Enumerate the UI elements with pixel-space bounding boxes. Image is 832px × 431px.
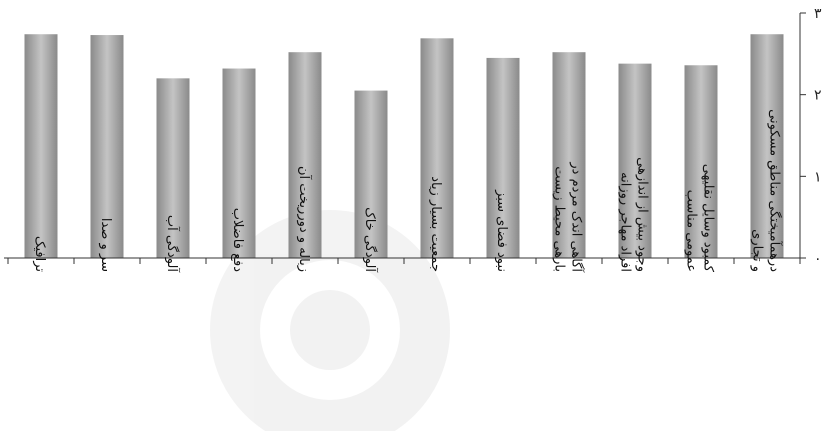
category-label: سر و صدا [98, 218, 113, 272]
bar [24, 34, 58, 258]
bar [552, 52, 586, 259]
bar [354, 90, 388, 258]
category-label: ترافیک [32, 236, 47, 273]
category-label: کمبود وسایل نقلیهیعمومی مناسب [684, 164, 716, 273]
y-axis: ۰ ۱ ۲ ۳ [799, 6, 822, 267]
category-label: زباله و دورریخت آن [296, 166, 313, 272]
bar [222, 68, 256, 259]
x-axis [4, 257, 801, 264]
bar [618, 63, 652, 259]
watermark [210, 210, 450, 431]
bar [156, 78, 190, 258]
y-tick-label: ۳ [814, 6, 822, 22]
bar [420, 38, 454, 258]
category-label: دفع فاضلاب [230, 208, 245, 272]
bar [486, 57, 520, 258]
bar [750, 34, 784, 258]
category-label: وجود بیش از اندازهیافراد مهاجر روزانه [618, 157, 650, 272]
y-tick-label: ۰ [814, 251, 822, 267]
category-label: درهمآمیختگی مناطق مسکونیو تجاری [750, 109, 784, 272]
category-label: آگاهی اندک مردم دربارهی محیط زیست [552, 161, 586, 273]
bar [90, 35, 124, 258]
category-label: جمعیت بسیار زیاد [428, 176, 443, 272]
y-tick-label: ۱ [814, 169, 822, 185]
category-labels: ترافیک سر و صدا آلودگی آب دفع فاضلاب زباله و… [32, 109, 784, 273]
category-label: آلودگی خاک [362, 207, 379, 273]
bar [288, 52, 322, 259]
category-label: نبود فضای سبز [494, 189, 509, 272]
bar [684, 65, 718, 259]
y-tick-label: ۲ [814, 88, 822, 104]
bars-group [24, 34, 784, 259]
category-label: آلودگی آب [164, 215, 181, 273]
